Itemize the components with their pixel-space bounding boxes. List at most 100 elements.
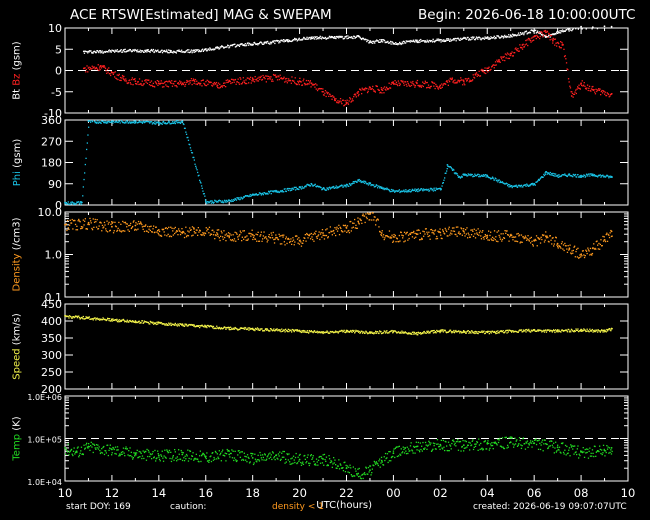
bz-dot [448, 79, 450, 81]
bz-dot [437, 87, 439, 89]
bz-dot [177, 82, 179, 85]
bt-dot [165, 49, 168, 51]
bt-point [462, 37, 465, 40]
bt-dot [389, 42, 391, 44]
speed-dot [482, 331, 484, 334]
temp-dot [330, 460, 332, 462]
density-dot [348, 232, 351, 234]
phi-dot [539, 178, 541, 180]
density-dot [419, 239, 421, 241]
bt-dot [255, 43, 257, 46]
bz-dot [597, 89, 599, 91]
speed-dot [491, 330, 494, 332]
density-dot [310, 232, 312, 235]
density-dot [196, 229, 198, 231]
speed-dot [417, 331, 419, 333]
speed-dot [480, 331, 483, 333]
phi-dot [498, 179, 500, 181]
temp-dot [195, 458, 197, 460]
bz-dot [552, 37, 554, 40]
density-dot [233, 238, 236, 240]
density-dot [128, 225, 130, 227]
phi-dot [546, 172, 548, 174]
bt-dot [235, 45, 237, 48]
speed-dot [125, 320, 127, 322]
bt-dot [151, 49, 153, 52]
speed-dot [146, 321, 148, 323]
bz-dot [355, 94, 357, 96]
phi-dot [182, 123, 184, 125]
temp-dot [110, 448, 112, 450]
phi-point [181, 120, 184, 123]
speed-dot [124, 321, 126, 323]
bz-dot [290, 82, 292, 84]
speed-dot [167, 324, 169, 326]
density-dot [553, 245, 555, 247]
speed-dot [453, 332, 456, 334]
bz-dot [85, 71, 87, 73]
bz-dot [521, 48, 524, 50]
bz-dot [282, 78, 284, 80]
density-dot [193, 227, 195, 229]
density-dot [603, 236, 605, 238]
bt-dot [227, 45, 229, 47]
speed-dot [329, 332, 331, 334]
phi-dot [522, 184, 525, 187]
density-dot [113, 230, 115, 232]
phi-dot [348, 185, 350, 187]
temp-dot [172, 456, 174, 458]
density-dot [514, 236, 517, 238]
bt-dot [468, 39, 470, 41]
bt-point [216, 46, 219, 48]
density-dot [246, 235, 248, 237]
bz-dot [154, 86, 156, 88]
speed-dot [450, 331, 452, 333]
speed-dot [402, 332, 404, 334]
bt-dot [256, 43, 258, 45]
bt-dot [572, 28, 574, 30]
bz-dot [292, 80, 294, 82]
density-dot [483, 238, 485, 240]
density-dot [247, 238, 249, 240]
phi-dot [301, 185, 303, 188]
speed-dot [384, 332, 387, 334]
density-dot [92, 218, 94, 220]
density-dot [447, 228, 450, 230]
density-dot [209, 234, 211, 236]
bz-dot [573, 93, 576, 95]
density-dot [158, 234, 160, 236]
speed-dot [511, 331, 513, 333]
phi-dot [431, 189, 433, 191]
bt-dot [469, 39, 471, 41]
density-dot [122, 220, 124, 223]
bt-dot [320, 38, 323, 40]
density-dot [605, 233, 607, 236]
speed-dot [259, 329, 261, 331]
density-dot [354, 227, 356, 229]
bt-dot [302, 38, 304, 40]
density-dot [114, 225, 117, 227]
density-dot [287, 237, 289, 240]
density-dot [352, 226, 354, 228]
density-dot [518, 234, 521, 236]
phi-dot [285, 190, 287, 193]
speed-dot [557, 331, 559, 333]
speed-dot [324, 332, 326, 334]
phi-dot [608, 177, 610, 179]
phi-dot [578, 176, 580, 178]
density-dot [160, 235, 163, 237]
phi-dot [528, 184, 530, 186]
phi-dot [85, 157, 87, 159]
bt-dot [396, 43, 398, 45]
density-dot [260, 231, 262, 233]
bz-dot [442, 84, 444, 86]
bz-dot [487, 67, 489, 69]
phi-dot [241, 197, 243, 199]
bt-dot [511, 36, 513, 38]
density-dot [292, 239, 295, 241]
density-dot [487, 239, 489, 241]
density-dot [439, 228, 441, 230]
density-dot [576, 248, 578, 250]
density-point [251, 233, 254, 236]
bz-dot [187, 80, 189, 82]
